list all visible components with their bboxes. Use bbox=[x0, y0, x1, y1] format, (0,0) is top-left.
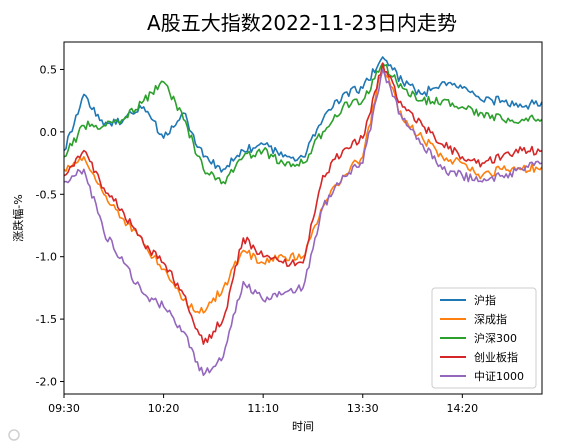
y-tick-label: -2.0 bbox=[36, 376, 57, 389]
x-axis: 09:30 10:20 11:10 13:30 14:20 bbox=[48, 394, 478, 415]
legend-label: 深成指 bbox=[474, 312, 507, 326]
legend-label: 创业板指 bbox=[474, 350, 518, 364]
watermark-logo-icon bbox=[8, 429, 20, 441]
series-line-3 bbox=[63, 62, 543, 185]
x-tick-label: 11:10 bbox=[247, 402, 279, 415]
series-layer bbox=[63, 56, 543, 377]
series-line-1 bbox=[63, 56, 543, 173]
legend-box bbox=[431, 287, 537, 389]
y-tick-label: -0.5 bbox=[36, 188, 57, 201]
x-tick-label: 13:30 bbox=[347, 402, 379, 415]
x-tick-label: 14:20 bbox=[446, 402, 478, 415]
y-tick-label: -1.5 bbox=[36, 313, 57, 326]
chart-title: A股五大指数2022-11-23日内走势 bbox=[147, 11, 457, 35]
legend-label: 沪指 bbox=[474, 293, 496, 307]
y-axis: 0.5 0.0 -0.5 -1.0 -1.5 -2.0 bbox=[36, 63, 64, 389]
series-line-5 bbox=[63, 68, 543, 377]
x-tick-label: 10:20 bbox=[148, 402, 180, 415]
y-tick-label: 0.0 bbox=[40, 126, 58, 139]
x-axis-label: 时间 bbox=[292, 420, 314, 433]
legend-label: 沪深300 bbox=[474, 331, 517, 345]
legend-label: 中证1000 bbox=[474, 370, 524, 383]
plot-frame bbox=[63, 41, 543, 395]
series-line-2 bbox=[63, 62, 543, 314]
watermark bbox=[8, 429, 20, 441]
series-line-4 bbox=[63, 62, 543, 345]
x-tick-label: 09:30 bbox=[48, 402, 80, 415]
y-tick-label: -1.0 bbox=[36, 251, 57, 264]
y-tick-label: 0.5 bbox=[40, 63, 58, 76]
y-axis-label: 涨跌幅-% bbox=[11, 194, 25, 241]
